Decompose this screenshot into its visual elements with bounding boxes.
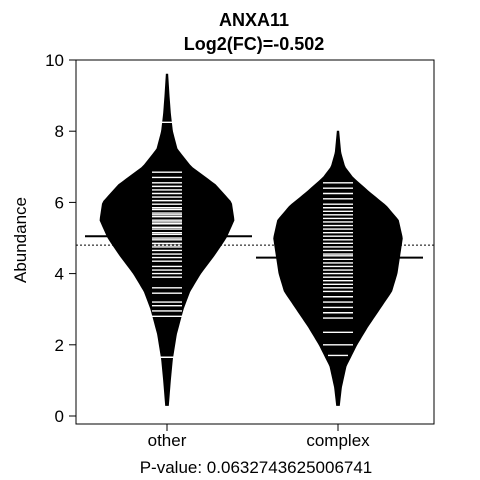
y-axis: 0 2 4 6 8 10: [45, 51, 76, 426]
y-axis-label: Abundance: [11, 197, 30, 283]
chart-subtitle: Log2(FC)=-0.502: [184, 34, 325, 54]
y-tick-label: 2: [55, 336, 64, 355]
y-tick-label: 4: [55, 265, 64, 284]
chart-title: ANXA11: [219, 10, 289, 30]
y-tick-label: 0: [55, 407, 64, 426]
beans-layer: [99, 73, 403, 406]
x-tick-label: complex: [306, 431, 370, 450]
x-tick-label: other: [148, 431, 187, 450]
y-tick-label: 8: [55, 122, 64, 141]
y-tick-label: 6: [55, 193, 64, 212]
x-axis-label: P-value: 0.0632743625006741: [140, 458, 373, 477]
y-tick-label: 10: [45, 51, 64, 70]
bean-complex: [273, 130, 403, 406]
mean-lines-layer: [76, 235, 434, 259]
observations-layer: [152, 121, 353, 358]
plot-frame: [75, 59, 435, 425]
x-axis: other complex: [148, 424, 370, 450]
